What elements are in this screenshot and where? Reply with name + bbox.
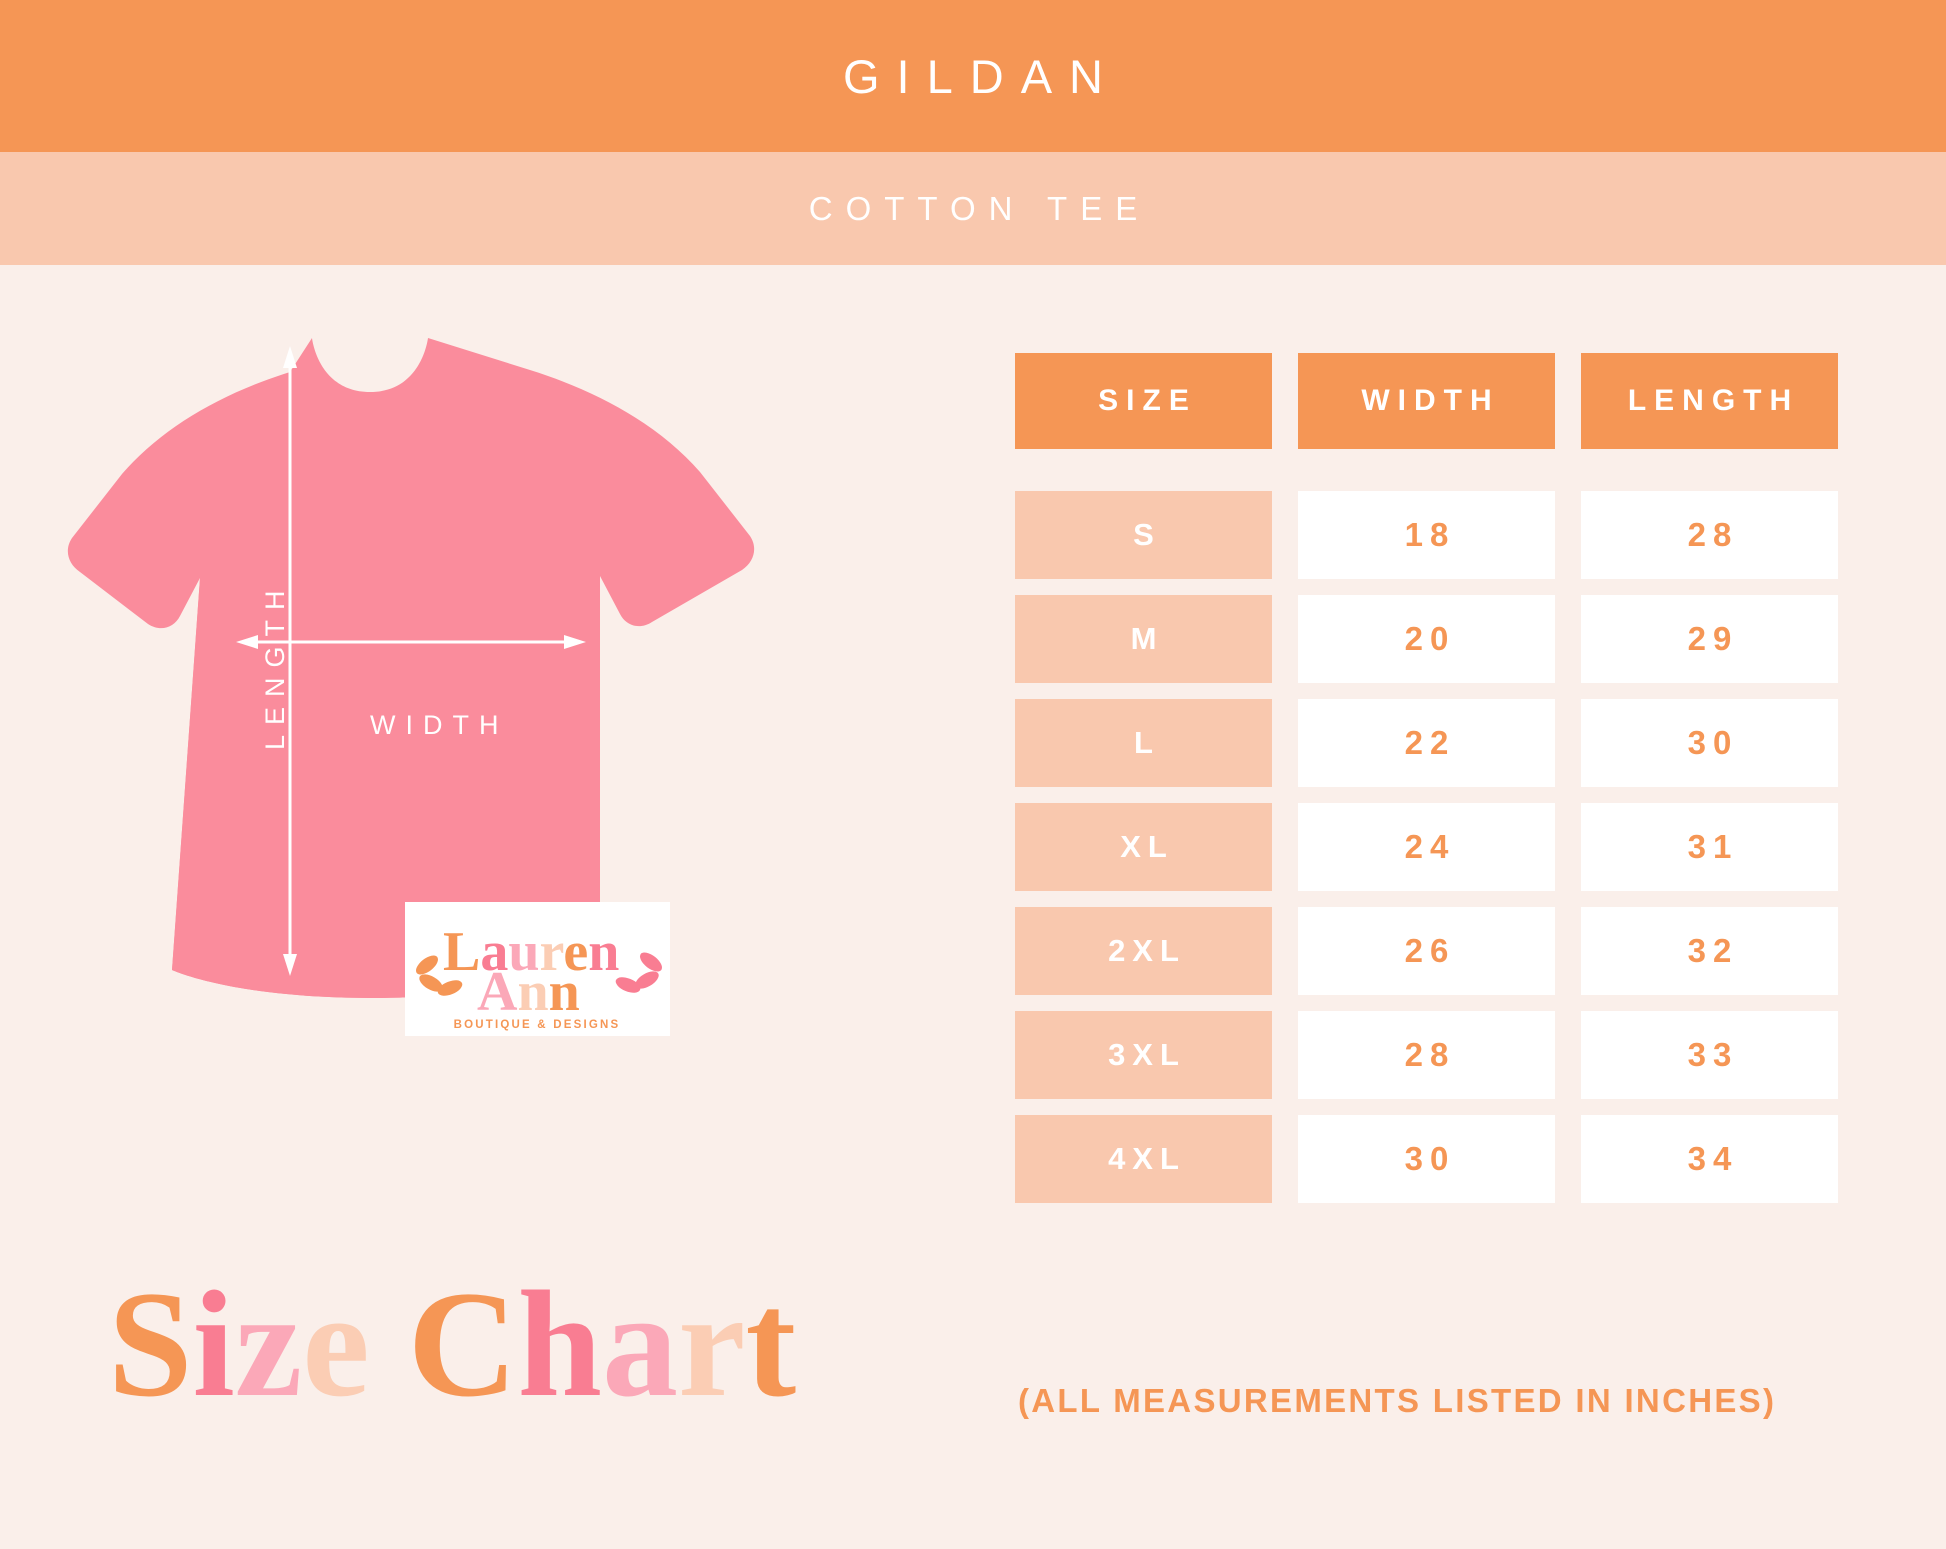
cell-length: 32 <box>1581 907 1838 995</box>
product-title: COTTON TEE <box>808 189 1151 227</box>
cell-size: L <box>1015 699 1272 787</box>
cell-length: 34 <box>1581 1115 1838 1203</box>
table-row: 2XL 26 32 <box>1015 907 1840 995</box>
tshirt-icon <box>67 338 755 998</box>
title-letter: S <box>108 1260 193 1428</box>
size-chart-table: SIZE WIDTH LENGTH S 18 28 M 20 29 L 22 3… <box>1015 353 1840 1203</box>
cell-size: 3XL <box>1015 1011 1272 1099</box>
title-letter: i <box>192 1260 235 1428</box>
lauren-ann-logo: Lauren Ann BOUTIQUE & DESIGNS <box>416 921 662 1031</box>
cell-length: 30 <box>1581 699 1838 787</box>
column-header-width: WIDTH <box>1298 353 1555 449</box>
title-letter: h <box>517 1260 603 1428</box>
product-banner: COTTON TEE <box>0 152 1946 265</box>
cell-width: 20 <box>1298 595 1555 683</box>
logo-line2: Ann <box>477 961 580 1023</box>
flower-petal-right-icon <box>615 952 662 993</box>
logo-tagline: BOUTIQUE & DESIGNS <box>454 1019 621 1031</box>
title-letter: z <box>234 1260 303 1428</box>
cell-width: 22 <box>1298 699 1555 787</box>
title-letter: t <box>745 1260 797 1428</box>
shirt-illustration: WIDTH LENGTH Lauren Ann <box>60 330 780 1230</box>
cell-length: 31 <box>1581 803 1838 891</box>
cell-size: S <box>1015 491 1272 579</box>
cell-length: 33 <box>1581 1011 1838 1099</box>
cell-length: 29 <box>1581 595 1838 683</box>
cell-length: 28 <box>1581 491 1838 579</box>
column-header-length: LENGTH <box>1581 353 1838 449</box>
table-header-row: SIZE WIDTH LENGTH <box>1015 353 1840 449</box>
measurements-note: (ALL MEASUREMENTS LISTED IN INCHES) <box>1018 1382 1777 1419</box>
page-title: Size Chart <box>108 1268 796 1420</box>
column-header-size: SIZE <box>1015 353 1272 449</box>
title-letter: C <box>407 1260 518 1428</box>
flower-petal-left-icon <box>416 955 463 996</box>
table-row: 3XL 28 33 <box>1015 1011 1840 1099</box>
table-row: S 18 28 <box>1015 491 1840 579</box>
table-row: M 20 29 <box>1015 595 1840 683</box>
title-letter: r <box>678 1260 746 1428</box>
length-measurement-label: LENGTH <box>260 580 290 750</box>
cell-size: 2XL <box>1015 907 1272 995</box>
title-letter: e <box>302 1260 370 1428</box>
brand-title: GILDAN <box>843 49 1120 103</box>
cell-width: 18 <box>1298 491 1555 579</box>
cell-width: 28 <box>1298 1011 1555 1099</box>
cell-width: 24 <box>1298 803 1555 891</box>
width-measurement-label: WIDTH <box>370 710 509 740</box>
brand-logo-patch: Lauren Ann BOUTIQUE & DESIGNS <box>405 902 670 1036</box>
table-row: L 22 30 <box>1015 699 1840 787</box>
cell-width: 30 <box>1298 1115 1555 1203</box>
cell-width: 26 <box>1298 907 1555 995</box>
cell-size: 4XL <box>1015 1115 1272 1203</box>
title-letter: a <box>602 1260 679 1428</box>
cell-size: XL <box>1015 803 1272 891</box>
brand-banner: GILDAN <box>0 0 1946 152</box>
cell-size: M <box>1015 595 1272 683</box>
logo-line1: Lauren <box>443 921 619 983</box>
table-row: 4XL 30 34 <box>1015 1115 1840 1203</box>
table-row: XL 24 31 <box>1015 803 1840 891</box>
